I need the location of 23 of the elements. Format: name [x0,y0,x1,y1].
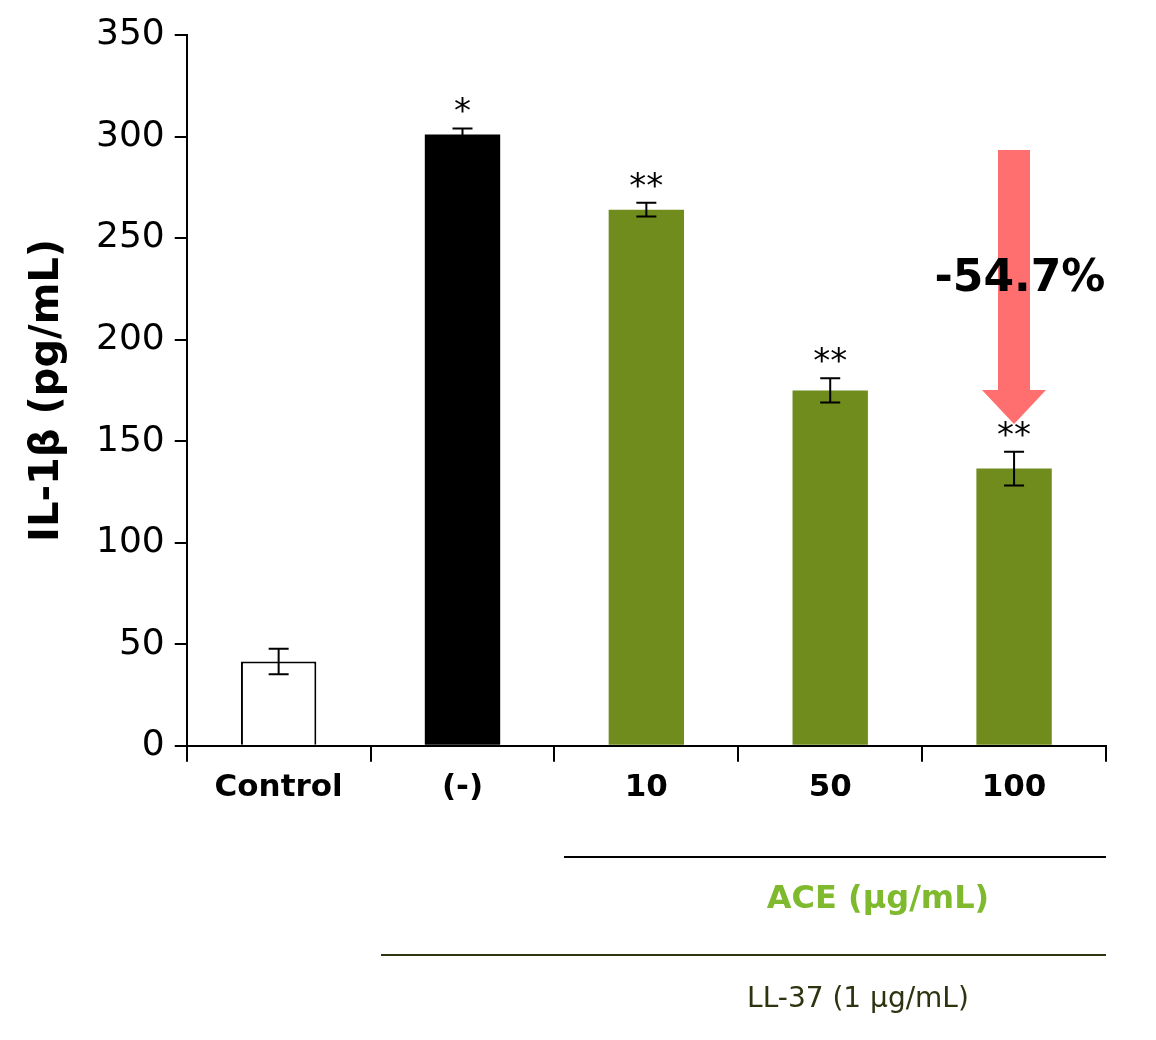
x-tick-label: 10 [624,767,668,804]
y-tick-label: 350 [95,11,165,53]
y-tick-label: 200 [95,315,165,357]
y-tick-label: 50 [118,620,165,662]
y-tick-label: 0 [141,722,165,764]
x-tick-label: 100 [981,767,1047,804]
annotation: ** [997,413,1032,454]
annotation: ** [629,164,664,205]
text: LL-37 (1 μg/mL) [747,981,969,1015]
y-tick-label: 150 [95,417,165,459]
x-tick-label: Control [214,767,343,804]
y-tick-label: 300 [95,112,165,154]
y-tick-label: 250 [95,214,165,256]
x-tick-label: 50 [808,767,852,804]
annotation: * [454,90,471,131]
y-axis-title: IL-1β (pg/mL) [21,238,68,542]
bar [976,468,1052,745]
text: ACE (μg/mL) [766,878,990,917]
x-tick-label: (-) [441,767,484,804]
annotation: ** [813,340,848,381]
y-tick-label: 100 [95,519,165,561]
bar [792,390,868,745]
bar [608,209,685,745]
